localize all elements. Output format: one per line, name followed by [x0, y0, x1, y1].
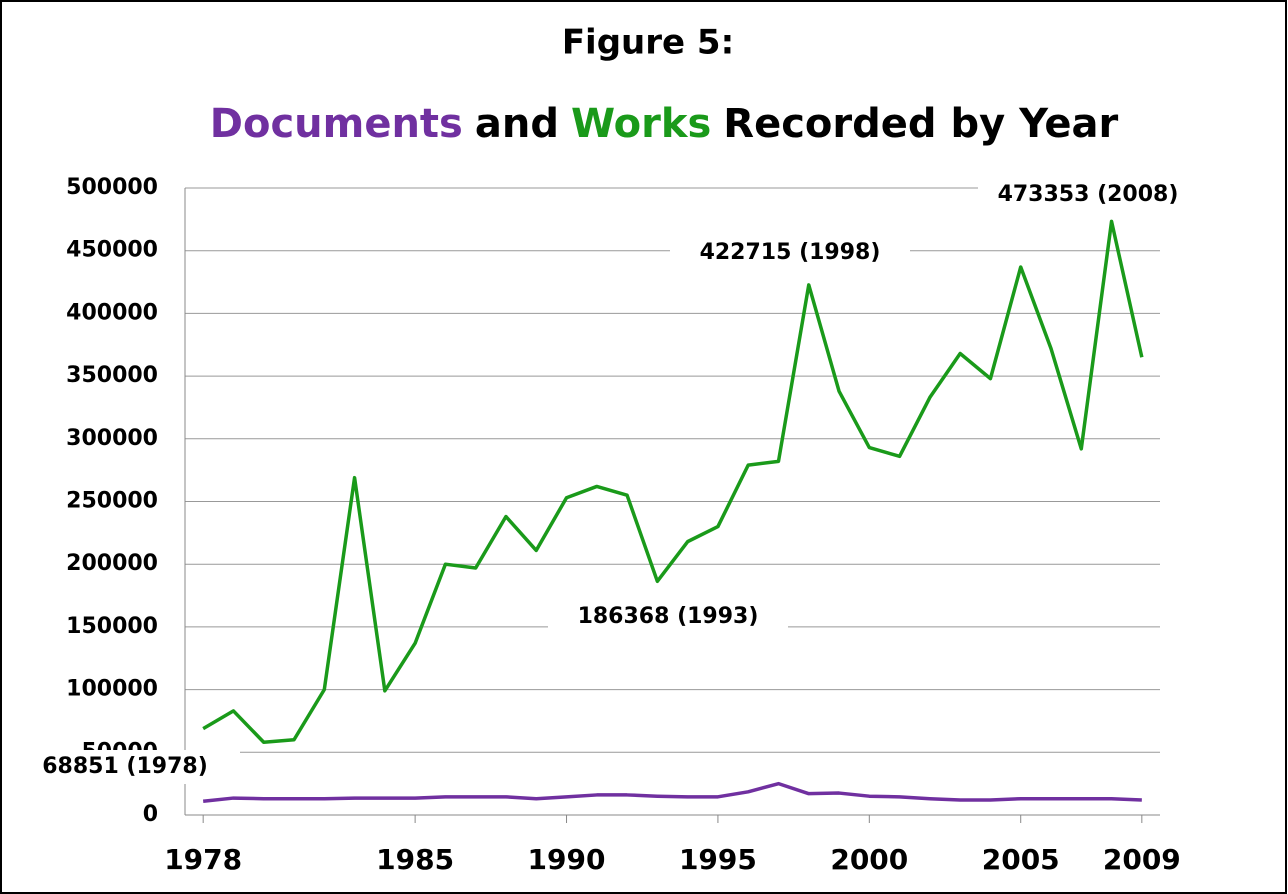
x-tick-label: 2009: [1103, 843, 1181, 876]
annotation: 68851 (1978): [42, 754, 208, 779]
subtitle-part: and: [475, 101, 559, 147]
y-tick-label: 450000: [66, 238, 158, 263]
y-tick-label: 500000: [66, 175, 158, 200]
x-tick-label: 1995: [679, 843, 757, 876]
x-tick-label: 2005: [982, 843, 1060, 876]
x-tick-label: 2000: [830, 843, 908, 876]
annotation: 473353 (2008): [998, 182, 1179, 207]
annotation-bg: [670, 236, 910, 270]
x-tick-label: 1990: [528, 843, 606, 876]
chart-title: Figure 5:: [562, 23, 734, 63]
y-tick-label: 150000: [66, 614, 158, 639]
annotation-bg: [10, 750, 240, 784]
subtitle-part: Works: [571, 101, 711, 147]
subtitle-part: Documents: [210, 101, 463, 147]
chart-subtitle: Documents and Works Recorded by Year: [210, 101, 1119, 147]
y-tick-label: 200000: [66, 551, 158, 576]
y-tick-label: 400000: [66, 300, 158, 325]
series-line: [202, 781, 1142, 803]
subtitle-part: Recorded by Year: [723, 101, 1118, 147]
y-tick-label: 350000: [66, 363, 158, 388]
annotation: 422715 (1998): [700, 240, 881, 265]
series-line: [202, 219, 1144, 745]
annotation-bg: [978, 178, 1198, 212]
annotation: 186368 (1993): [578, 604, 759, 629]
annotation-bg: [548, 600, 788, 634]
y-tick-label: 0: [143, 802, 158, 827]
x-tick-label: 1985: [376, 843, 454, 876]
y-tick-label: 300000: [66, 426, 158, 451]
y-tick-label: 250000: [66, 489, 158, 514]
y-tick-label: 100000: [66, 677, 158, 702]
x-tick-label: 1978: [164, 843, 242, 876]
